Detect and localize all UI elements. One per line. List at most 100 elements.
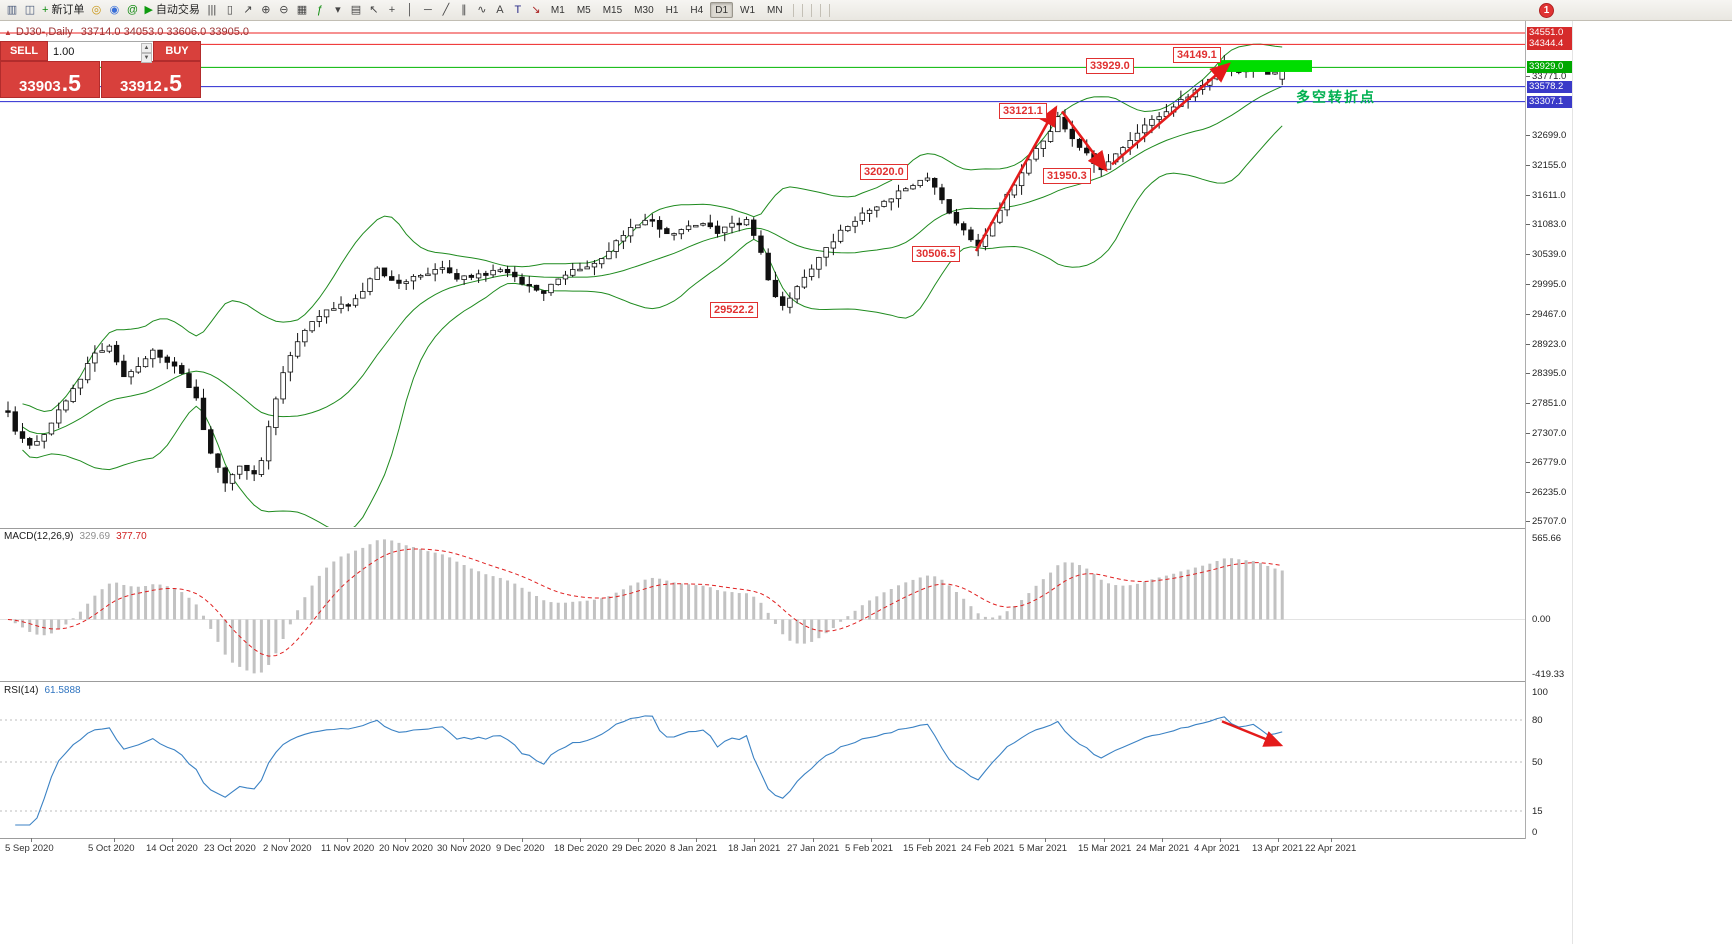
timeframe-m1-button[interactable]: M1 bbox=[550, 4, 565, 16]
cursor-button[interactable]: ↖ bbox=[365, 2, 383, 19]
zoom-in-button[interactable]: ⊕ bbox=[257, 2, 275, 19]
new-chart-button[interactable]: ▥ bbox=[3, 2, 21, 19]
time-axis-label: 24 Mar 2021 bbox=[1136, 843, 1190, 854]
timeframe-m15-button[interactable]: M15 bbox=[602, 4, 623, 16]
macd-axis-label: 565.66 bbox=[1532, 533, 1562, 544]
time-axis-label: 30 Nov 2020 bbox=[437, 843, 491, 854]
sell-button[interactable]: SELL bbox=[0, 41, 48, 61]
price-axis-label: 28395.0 bbox=[1532, 367, 1567, 379]
equidistant-channel-icon: ∥ bbox=[461, 3, 467, 16]
text-label-button[interactable]: T bbox=[509, 2, 527, 19]
time-axis-label: 27 Jan 2021 bbox=[787, 843, 840, 854]
arrow-objects-icon: ↘ bbox=[531, 3, 541, 16]
time-axis-label: 15 Mar 2021 bbox=[1078, 843, 1132, 854]
time-tick bbox=[987, 838, 988, 842]
price-tick bbox=[1526, 491, 1530, 493]
vertical-line-icon: │ bbox=[406, 3, 414, 16]
price-axis-label: 32155.0 bbox=[1532, 160, 1567, 172]
profiles-button[interactable]: ◫ bbox=[21, 2, 39, 19]
zoom-out-button[interactable]: ⊖ bbox=[275, 2, 293, 19]
oct-collapse-icon[interactable]: ▲ bbox=[4, 28, 12, 37]
price-tick bbox=[1526, 521, 1530, 522]
bar-chart-mode-icon: ||| bbox=[207, 3, 217, 16]
time-tick bbox=[1220, 838, 1221, 842]
cursor-icon: ↖ bbox=[369, 3, 379, 16]
price-callout: 34149.1 bbox=[1173, 47, 1221, 63]
sell-price-button[interactable]: 33903.5 bbox=[0, 61, 100, 98]
profiles-icon: ◫ bbox=[24, 3, 36, 16]
price-tick bbox=[1526, 254, 1530, 256]
time-axis-label: 5 Oct 2020 bbox=[88, 843, 135, 854]
volume-up-button[interactable]: ▲ bbox=[141, 43, 152, 53]
rsi-label: RSI(14) 61.5888 bbox=[4, 685, 81, 696]
timeframe-h1-button[interactable]: H1 bbox=[665, 4, 679, 16]
equidistant-channel-button[interactable]: ∥ bbox=[455, 2, 473, 19]
timeframe-w1-button[interactable]: W1 bbox=[740, 4, 756, 16]
macd-panel-separator[interactable] bbox=[0, 528, 1572, 529]
fibonacci-button[interactable]: ∿ bbox=[473, 2, 491, 19]
indicators-list-button[interactable]: ▾ bbox=[329, 2, 347, 19]
price-callout: 33929.0 bbox=[1086, 58, 1134, 74]
price-axis-label: 26235.0 bbox=[1532, 486, 1567, 498]
sell-price: 33903 bbox=[19, 78, 61, 95]
candle-chart-mode-button[interactable]: ▯ bbox=[221, 2, 239, 19]
workspace-blank bbox=[1572, 21, 1732, 944]
templates-button[interactable]: ▤ bbox=[347, 2, 365, 19]
timeframe-mn-button[interactable]: MN bbox=[767, 4, 783, 16]
new-order-button[interactable]: + 新订单 bbox=[39, 2, 87, 19]
time-tick bbox=[405, 838, 406, 842]
vertical-line-button[interactable]: │ bbox=[401, 2, 419, 19]
text-button[interactable]: A bbox=[491, 2, 509, 19]
volume-field-wrap: ▲ ▼ bbox=[48, 41, 153, 63]
volume-down-button[interactable]: ▼ bbox=[141, 53, 152, 63]
trend-arrows bbox=[974, 62, 1284, 747]
timeframe-d1-button[interactable]: D1 bbox=[710, 2, 734, 18]
line-chart-mode-button[interactable]: ↗ bbox=[239, 2, 257, 19]
bar-chart-mode-button[interactable]: ||| bbox=[203, 2, 221, 19]
price-axis-label: 33771.0 bbox=[1532, 71, 1567, 83]
tile-windows-button[interactable]: ▦ bbox=[293, 2, 311, 19]
horizontal-level-lines bbox=[0, 32, 1525, 103]
buy-button[interactable]: BUY bbox=[153, 41, 201, 61]
alerts-button[interactable]: @ bbox=[123, 2, 141, 19]
timeframe-m5-button[interactable]: M5 bbox=[576, 4, 591, 16]
chart-title: ▲ DJ30-,Daily 33714.0 34053.0 33606.0 3390… bbox=[4, 26, 249, 38]
time-axis[interactable]: 5 Sep 2020 5 Oct 2020 14 Oct 2020 23 Oct 20… bbox=[0, 838, 1572, 859]
indicators-button[interactable]: ƒ bbox=[311, 2, 329, 19]
metaeditor-button[interactable]: ◎ bbox=[87, 2, 105, 19]
horizontal-line-button[interactable]: ─ bbox=[419, 2, 437, 19]
price-callout: 30506.5 bbox=[912, 246, 960, 262]
time-axis-label: 2 Nov 2020 bbox=[263, 843, 312, 854]
notification-badge[interactable]: 1 bbox=[1539, 3, 1554, 18]
zoom-out-icon: ⊖ bbox=[279, 3, 289, 16]
time-tick bbox=[522, 838, 523, 842]
time-tick bbox=[1278, 838, 1279, 842]
text-icon: A bbox=[496, 3, 504, 16]
price-axis-label: 27307.0 bbox=[1532, 427, 1567, 439]
text-label-icon: T bbox=[514, 3, 522, 16]
rsi-axis-label: 50 bbox=[1532, 757, 1543, 768]
chart-canvas[interactable] bbox=[0, 21, 1525, 859]
timeframe-h4-button[interactable]: H4 bbox=[690, 4, 704, 16]
buy-price-button[interactable]: 33912.5 bbox=[101, 61, 201, 98]
rsi-axis-label: 0 bbox=[1532, 827, 1538, 838]
price-axis-label: 31083.0 bbox=[1532, 219, 1567, 231]
autotrading-icon: ▶ bbox=[144, 3, 153, 16]
trendline-icon: ╱ bbox=[442, 3, 450, 16]
rsi-panel-separator[interactable] bbox=[0, 681, 1572, 682]
time-axis-separator bbox=[0, 838, 1572, 839]
time-axis-label: 9 Dec 2020 bbox=[496, 843, 545, 854]
crosshair-button[interactable]: + bbox=[383, 2, 401, 19]
volume-input[interactable] bbox=[48, 43, 153, 61]
new-chart-icon: ▥ bbox=[6, 3, 18, 16]
time-tick bbox=[31, 838, 32, 842]
trendline-button[interactable]: ╱ bbox=[437, 2, 455, 19]
community-button[interactable]: ◉ bbox=[105, 2, 123, 19]
time-tick bbox=[114, 838, 115, 842]
macd-plot bbox=[0, 539, 1525, 674]
price-axis[interactable]: 33771.0 32699.0 32155.0 31611.0 31083.0 30539… bbox=[1525, 21, 1572, 858]
autotrading-button[interactable]: ▶ 自动交易 bbox=[141, 2, 202, 19]
arrow-objects-button[interactable]: ↘ bbox=[527, 2, 545, 19]
timeframe-m30-button[interactable]: M30 bbox=[634, 4, 654, 16]
